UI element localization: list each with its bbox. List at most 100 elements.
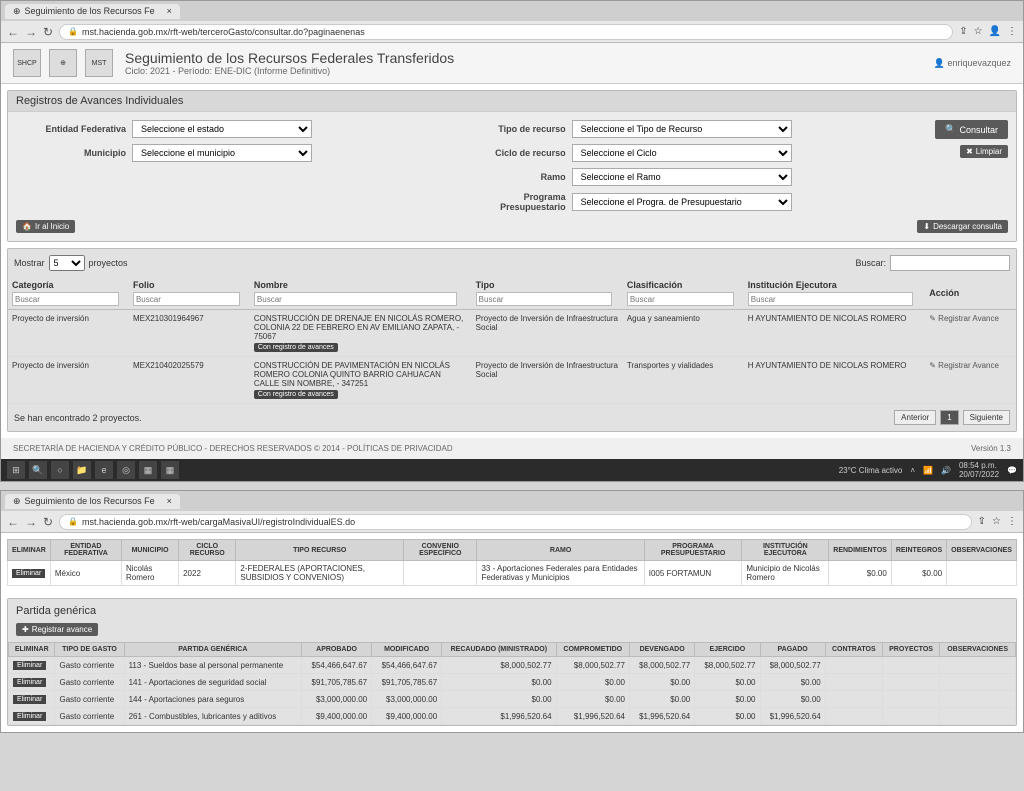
municipio-select[interactable]: Seleccione el municipio [132,144,312,162]
entidad-label: Entidad Federativa [16,124,126,134]
categoria-search[interactable] [12,292,119,306]
inicio-button[interactable]: 🏠 Ir al Inicio [16,220,75,233]
menu-icon[interactable]: ⋮ [1007,516,1017,527]
next-page-button[interactable]: Siguiente [963,410,1010,425]
clock-time[interactable]: 08:54 p.m. [959,461,999,470]
app-icon[interactable]: ▦ [161,461,179,479]
cell-convenio [404,561,477,586]
menu-icon[interactable]: ⋮ [1007,26,1017,37]
app-header: SHCP ⊕ MST Seguimiento de los Recursos F… [1,43,1023,84]
back-button[interactable]: ← [7,515,19,529]
weather-widget[interactable]: 23°C Clima activo [839,466,903,475]
profile-icon[interactable]: 👤 [989,26,1001,37]
reload-button[interactable]: ↻ [43,515,53,529]
url-bar[interactable]: 🔒 mst.hacienda.gob.mx/rft-web/cargaMasiv… [59,514,972,530]
cell-partida: 141 - Aportaciones de seguridad social [124,674,301,691]
col-institucion: INSTITUCIÓN EJECUTORA [742,540,829,561]
edge-icon[interactable]: e [95,461,113,479]
search-task-icon[interactable]: 🔍 [29,461,47,479]
page-1-button[interactable]: 1 [940,410,958,425]
registrar-avance-link[interactable]: ✎ Registrar Avance [929,361,999,370]
share-icon[interactable]: ⇪ [959,26,967,37]
copyright: SECRETARÍA DE HACIENDA Y CRÉDITO PÚBLICO… [13,444,453,453]
url-bar[interactable]: 🔒 mst.hacienda.gob.mx/rft-web/terceroGas… [59,24,953,40]
close-icon[interactable]: × [167,496,172,506]
lock-icon: 🔒 [68,27,78,36]
eliminar-button[interactable]: Eliminar [13,661,46,670]
forward-button[interactable]: → [25,25,37,39]
proyectos-label: proyectos [89,258,128,268]
consultar-button[interactable]: 🔍 Consultar [935,120,1008,139]
col-convenio: CONVENIO ESPECÍFICO [404,540,477,561]
cell-proyectos [882,674,939,691]
nombre-search[interactable] [254,292,457,306]
home-icon: 🏠 [22,222,32,231]
registrar-avance-button[interactable]: ✚ Registrar avance [16,623,98,636]
share-icon[interactable]: ⇪ [978,516,986,527]
explorer-icon[interactable]: 📁 [73,461,91,479]
col-observaciones: OBSERVACIONES [947,540,1017,561]
page-size-select[interactable]: 5 [49,255,85,271]
ramo-select[interactable]: Seleccione el Ramo [572,168,792,186]
col-comprometido: COMPROMETIDO [556,643,629,657]
col-aprobado: APROBADO [302,643,372,657]
col-categoria: Categoría [12,280,54,290]
result-count: Se han encontrado 2 proyectos. [14,413,142,423]
limpiar-button[interactable]: ✖ Limpiar [960,145,1008,158]
cell-tipo-gasto: Gasto corriente [55,691,124,708]
shcp-logo: SHCP [13,49,41,77]
tipo-recurso-select[interactable]: Seleccione el Tipo de Recurso [572,120,792,138]
prev-page-button[interactable]: Anterior [894,410,936,425]
browser-tab[interactable]: ⊕ Seguimiento de los Recursos Fe × [5,4,180,19]
nav-right: ⇪ ☆ 👤 ⋮ [959,26,1017,37]
back-button[interactable]: ← [7,25,19,39]
notifications-icon[interactable]: 💬 [1007,466,1017,475]
eliminar-button[interactable]: Eliminar [13,695,46,704]
user-icon: 👤 [934,58,945,68]
cell-proyectos [882,657,939,674]
table-row: Eliminar México Nicolás Romero 2022 2-FE… [8,561,1017,586]
clock-date[interactable]: 20/07/2022 [959,470,999,479]
col-eliminar: ELIMINAR [8,540,51,561]
tipo-recurso-label: Tipo de recurso [456,124,566,134]
ciclo-select[interactable]: Seleccione el Ciclo [572,144,792,162]
start-icon[interactable]: ⊞ [7,461,25,479]
clasif-search[interactable] [627,292,734,306]
programa-select[interactable]: Seleccione el Progra. de Presupuestario [572,193,792,211]
close-icon[interactable]: × [167,6,172,16]
col-partida: PARTIDA GENÉRICA [124,643,301,657]
cell-comprometido: $8,000,502.77 [556,657,629,674]
forward-button[interactable]: → [25,515,37,529]
cell-aprobado: $9,400,000.00 [302,708,372,725]
global-search-input[interactable] [890,255,1010,271]
eliminar-button[interactable]: Eliminar [13,712,46,721]
star-icon[interactable]: ☆ [974,26,983,37]
inst-search[interactable] [748,292,913,306]
volume-icon[interactable]: 🔊 [941,466,951,475]
browser-nav-bar: ← → ↻ 🔒 mst.hacienda.gob.mx/rft-web/carg… [1,511,1023,533]
browser-tab[interactable]: ⊕ Seguimiento de los Recursos Fe × [5,494,180,509]
wifi-icon[interactable]: 📶 [923,466,933,475]
star-icon[interactable]: ☆ [992,516,1001,527]
registrar-avance-link[interactable]: ✎ Registrar Avance [929,314,999,323]
results-panel: Mostrar 5 proyectos Buscar: Categoría Fo… [7,248,1017,432]
url-text: mst.hacienda.gob.mx/rft-web/terceroGasto… [82,27,365,37]
chrome-icon[interactable]: ◎ [117,461,135,479]
cell-partida: 144 - Aportaciones para seguros [124,691,301,708]
eliminar-button[interactable]: Eliminar [13,678,46,687]
descargar-button[interactable]: ⬇ Descargar consulta [917,220,1008,233]
cell-modificado: $9,400,000.00 [372,708,442,725]
entidad-select[interactable]: Seleccione el estado [132,120,312,138]
app-icon[interactable]: ▦ [139,461,157,479]
folio-search[interactable] [133,292,240,306]
summary-table: ELIMINAR ENTIDAD FEDERATIVA MUNICIPIO CI… [7,539,1017,586]
tray-chevron-icon[interactable]: ˄ [910,466,915,475]
reload-button[interactable]: ↻ [43,25,53,39]
cortana-icon[interactable]: ○ [51,461,69,479]
partida-table: ELIMINAR TIPO DE GASTO PARTIDA GENÉRICA … [8,642,1016,725]
pagination: Anterior 1 Siguiente [894,410,1010,425]
user-badge[interactable]: 👤 enriquevazquez [934,58,1011,69]
cell-devengado: $8,000,502.77 [630,657,695,674]
eliminar-button[interactable]: Eliminar [12,569,45,578]
tipo-search[interactable] [476,292,612,306]
